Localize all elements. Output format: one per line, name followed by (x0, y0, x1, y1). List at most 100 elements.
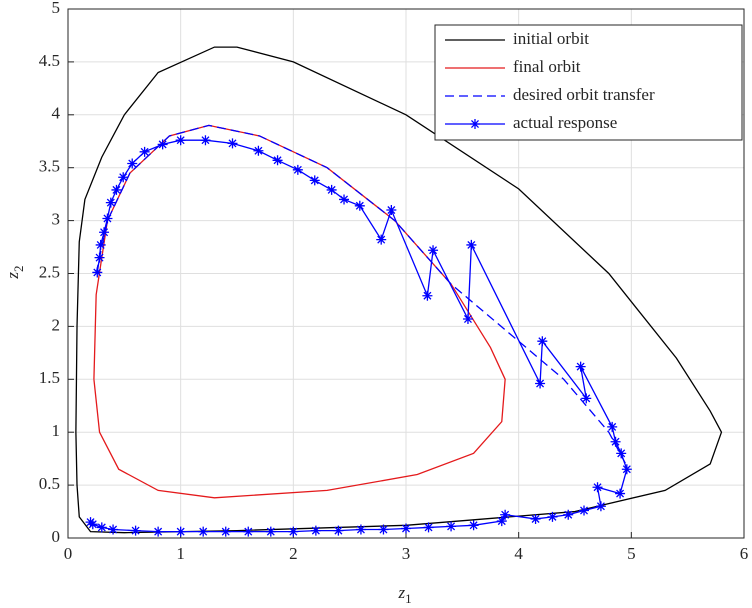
x-label-sub: 1 (405, 591, 412, 606)
y-tick-label: 1 (52, 421, 61, 440)
y-tick-label: 2.5 (39, 262, 60, 281)
marker (94, 252, 105, 263)
marker (401, 523, 411, 534)
legend-box (434, 24, 743, 141)
marker (292, 164, 303, 175)
marker (288, 526, 299, 537)
legend: initial orbit final orbit desired orbit tr… (434, 24, 743, 141)
marker (111, 184, 122, 195)
marker (446, 521, 457, 532)
legend-label: actual response (513, 113, 617, 132)
marker (615, 488, 626, 499)
marker (333, 525, 344, 536)
marker (102, 213, 113, 224)
marker (376, 234, 387, 245)
marker (95, 239, 106, 250)
series-line (75, 46, 723, 534)
marker (339, 194, 350, 205)
marker (175, 526, 186, 537)
marker (309, 175, 320, 186)
y-tick-label: 2 (52, 315, 61, 334)
marker (175, 135, 186, 146)
y-tick-label: 4 (52, 104, 61, 123)
y-tick-label: 1.5 (39, 368, 60, 387)
marker (621, 464, 632, 475)
marker (462, 313, 473, 324)
x-tick-label: 4 (514, 544, 523, 563)
marker (592, 482, 603, 493)
marker (139, 146, 150, 157)
series-line (93, 124, 506, 499)
marker (422, 290, 433, 301)
marker (530, 513, 541, 524)
marker (105, 197, 116, 208)
marker (595, 501, 606, 512)
marker (265, 526, 276, 537)
marker (354, 200, 365, 211)
marker (130, 525, 141, 536)
y-tick-label: 4.5 (39, 51, 60, 70)
marker (96, 522, 107, 533)
marker (85, 517, 96, 528)
marker (153, 526, 164, 537)
marker (535, 378, 546, 389)
marker (198, 526, 209, 537)
marker (227, 138, 238, 149)
marker (272, 155, 283, 166)
marker (563, 509, 574, 520)
x-tick-label: 1 (176, 544, 185, 563)
x-tick-label: 2 (289, 544, 298, 563)
marker (99, 227, 110, 238)
marker (157, 139, 168, 150)
legend-label: desired orbit transfer (513, 85, 655, 104)
marker (310, 525, 321, 536)
y-tick-label: 3 (52, 210, 61, 229)
plot-frame (67, 8, 745, 539)
marker (468, 520, 479, 531)
legend-label: final orbit (513, 57, 581, 76)
marker (118, 172, 129, 183)
x-tick-label: 3 (402, 544, 411, 563)
marker (243, 526, 254, 537)
y-tick-label: 0.5 (39, 474, 60, 493)
marker (470, 119, 480, 129)
marker (108, 524, 119, 535)
x-label-main: z (397, 583, 405, 602)
marker (428, 245, 439, 256)
marker (253, 145, 264, 156)
x-tick-label: 0 (64, 544, 73, 563)
marker (92, 267, 103, 278)
marker (423, 522, 434, 533)
marker (579, 505, 590, 516)
y-tick-label: 0 (52, 527, 61, 546)
x-tick-label: 5 (627, 544, 636, 563)
marker (575, 361, 586, 372)
y-axis-label: z2 (3, 265, 26, 279)
marker (326, 184, 337, 195)
marker (466, 239, 477, 250)
y-label-main: z (3, 272, 22, 280)
x-tick-label: 6 (740, 544, 749, 563)
x-axis-label: z1 (397, 583, 411, 606)
marker (200, 135, 211, 146)
y-tick-label: 3.5 (39, 157, 60, 176)
marker (581, 393, 592, 404)
series-line (90, 139, 628, 533)
marker (547, 511, 558, 522)
y-label-sub: 2 (11, 265, 26, 272)
marker (607, 421, 618, 432)
marker (610, 436, 621, 447)
y-tick-label: 5 (52, 0, 61, 17)
marker (537, 336, 548, 347)
marker (386, 205, 397, 216)
marker (496, 516, 507, 527)
series-line (95, 124, 627, 465)
marker (378, 524, 389, 535)
marker (127, 158, 138, 169)
legend-label: initial orbit (513, 29, 589, 48)
marker (500, 509, 511, 520)
marker (355, 524, 366, 535)
marker (616, 448, 627, 459)
marker (220, 526, 231, 537)
